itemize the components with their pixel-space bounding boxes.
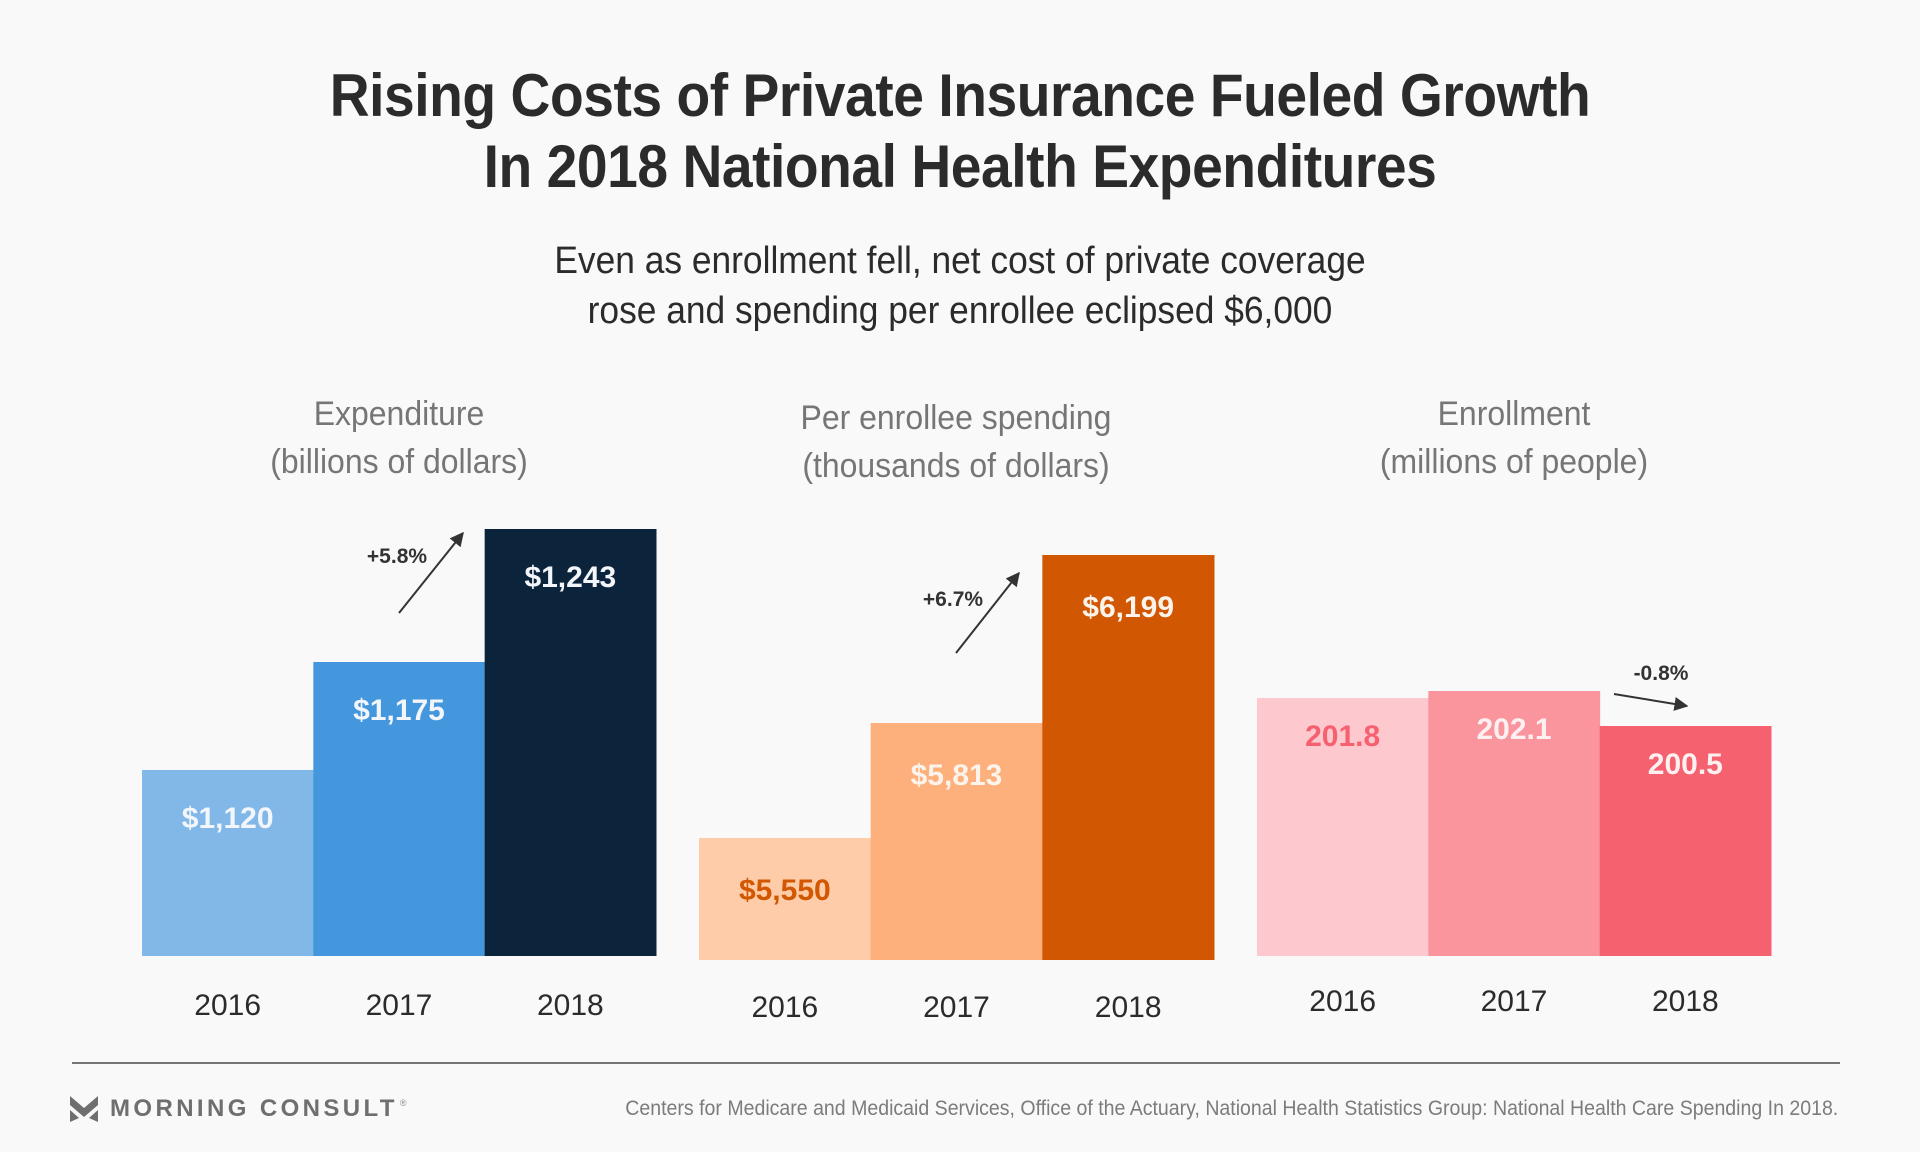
bar-2018	[484, 529, 657, 956]
chart-subtitle-line-2: rose and spending per enrollee eclipsed …	[587, 290, 1333, 332]
chart-subtitle: Even as enrollment fell, net cost of pri…	[0, 236, 1920, 336]
bar-value-label: $1,175	[353, 694, 445, 727]
chart-title-line-2: In 2018 National Health Expenditures	[483, 133, 1437, 200]
panel-expenditure: $1,120 2016 $1,175 2017 $1,243 2018 +5.8%	[142, 529, 657, 1022]
bar-value-label: 201.8	[1305, 720, 1380, 753]
panel-units: (millions of people)	[1379, 443, 1649, 481]
x-tick-label: 2018	[1652, 985, 1719, 1018]
x-tick-label: 2016	[751, 991, 818, 1024]
percent-change-label: +5.8%	[367, 545, 427, 568]
bar-2017	[313, 662, 486, 956]
bar-value-label: 200.5	[1648, 748, 1723, 781]
arrow-down-right-icon	[1613, 693, 1689, 711]
percent-change-label: -0.8%	[1634, 662, 1689, 685]
bar-2016	[142, 770, 314, 956]
arrow-up-right-icon	[955, 571, 1020, 654]
brand-logo: MORNING CONSULT ®	[70, 1094, 407, 1124]
panel-header-expenditure: Expenditure (billions of dollars)	[149, 390, 649, 486]
panel-title: Expenditure	[313, 395, 485, 433]
panel-title: Per enrollee spending	[800, 399, 1112, 437]
morning-consult-chevron-icon	[70, 1096, 98, 1122]
x-tick-label: 2016	[194, 989, 261, 1022]
chart-title: Rising Costs of Private Insurance Fueled…	[0, 60, 1920, 202]
bar-2017	[870, 723, 1043, 960]
chart-subtitle-line-1: Even as enrollment fell, net cost of pri…	[554, 240, 1366, 282]
panel-header-per-enrollee: Per enrollee spending (thousands of doll…	[706, 394, 1206, 490]
bar-2016	[699, 838, 872, 960]
chart-title-line-1: Rising Costs of Private Insurance Fueled…	[329, 62, 1591, 129]
panel-units: (thousands of dollars)	[802, 447, 1110, 485]
bar-value-label: $1,243	[524, 561, 616, 594]
footer-divider	[72, 1062, 1840, 1064]
bar-2017	[1428, 691, 1601, 956]
bar-2018	[1599, 726, 1772, 956]
bar-value-label: 202.1	[1476, 713, 1551, 746]
x-tick-label: 2018	[537, 989, 604, 1022]
bar-value-label: $5,550	[739, 874, 831, 907]
arrow-up-right-icon	[398, 531, 464, 614]
registered-mark: ®	[399, 1098, 407, 1108]
bar-value-label: $1,120	[182, 802, 274, 835]
brand-name: MORNING CONSULT	[110, 1095, 398, 1122]
bar-2016	[1257, 698, 1429, 956]
bar-value-label: $6,199	[1082, 591, 1174, 624]
bar-2018	[1042, 555, 1215, 960]
x-tick-label: 2017	[366, 989, 433, 1022]
x-tick-label: 2017	[1481, 985, 1548, 1018]
panel-title: Enrollment	[1437, 395, 1591, 433]
panel-per-enrollee-spending: $5,550 2016 $5,813 2017 $6,199 2018 +6.7%	[699, 555, 1215, 1024]
panel-header-enrollment: Enrollment (millions of people)	[1264, 390, 1764, 486]
panel-units: (billions of dollars)	[270, 443, 528, 481]
x-tick-label: 2016	[1309, 985, 1376, 1018]
x-tick-label: 2018	[1095, 991, 1162, 1024]
source-note: Centers for Medicare and Medicaid Servic…	[625, 1097, 1838, 1120]
panel-enrollment: 201.8 2016 202.1 2017 200.5 2018 -0.8%	[1257, 662, 1772, 1018]
percent-change-label: +6.7%	[923, 588, 983, 611]
x-tick-label: 2017	[923, 991, 990, 1024]
bar-value-label: $5,813	[911, 759, 1003, 792]
